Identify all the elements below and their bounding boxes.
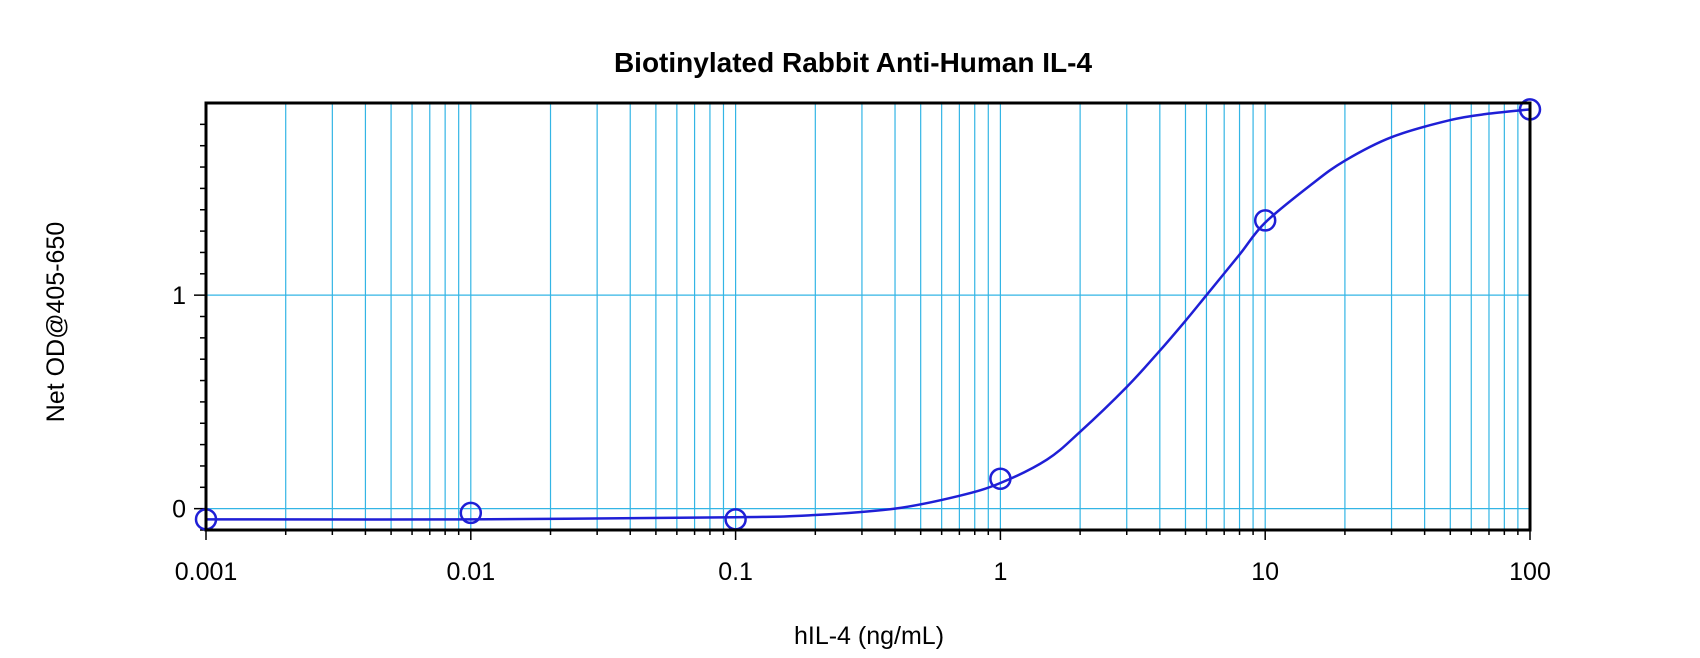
plot-frame bbox=[204, 101, 1532, 532]
grid-lines bbox=[206, 103, 1530, 530]
data-point bbox=[989, 467, 1012, 491]
x-axis-label: hIL-4 (ng/mL) bbox=[794, 622, 944, 650]
x-tick-label: 10 bbox=[1251, 558, 1279, 586]
x-tick-label: 100 bbox=[1509, 558, 1551, 586]
data-point bbox=[459, 501, 483, 525]
x-tick-label: 0.001 bbox=[175, 558, 238, 586]
y-tick-label: 1 bbox=[172, 282, 186, 310]
fitted-curve-line bbox=[205, 108, 1531, 521]
fitted-curve-layer bbox=[205, 108, 1531, 521]
x-tick-label: 1 bbox=[993, 558, 1007, 586]
x-tick-label: 0.01 bbox=[446, 558, 495, 586]
y-axis-label: Net OD@405-650 bbox=[42, 222, 70, 422]
data-point bbox=[1253, 209, 1277, 232]
data-points-layer bbox=[194, 98, 1542, 531]
x-tick-labels: 0.001 0.01 0.1 1 10 100 bbox=[175, 558, 1551, 586]
x-tick-label: 0.1 bbox=[718, 558, 753, 586]
chart-title: Biotinylated Rabbit Anti-Human IL-4 bbox=[614, 47, 1092, 78]
y-tick-label: 0 bbox=[172, 496, 186, 524]
y-tick-labels: 01 bbox=[172, 282, 186, 524]
